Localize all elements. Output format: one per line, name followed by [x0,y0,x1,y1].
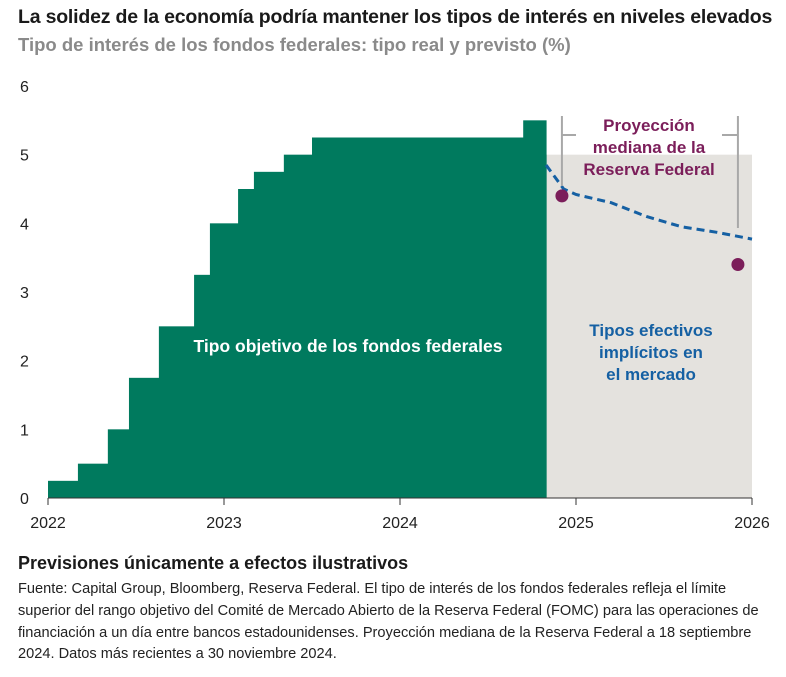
implied-rates-label: Tipos efectivos [589,321,712,340]
rate-step-bar [48,480,79,498]
projection-label: mediana de la [593,138,706,157]
chart-subtitle: Tipo de interés de los fondos federales:… [18,34,571,55]
fed-funds-label: Tipo objetivo de los fondos federales [194,336,503,356]
rate-step-bar [77,463,109,498]
forecast-region [546,154,752,498]
y-tick-label: 5 [20,148,29,165]
projection-dot [555,189,569,203]
rate-step-bar [194,274,211,498]
rate-step-bar [523,120,547,498]
x-tick-label: 2022 [30,515,66,532]
y-tick-label: 4 [20,216,29,233]
rate-step-bar [238,189,255,498]
source-note: Fuente: Capital Group, Bloomberg, Reserv… [18,581,759,663]
implied-rate-line [544,164,753,241]
x-tick-label: 2023 [206,515,242,532]
implied-rates-label: el mercado [606,365,696,384]
rate-step-bar [158,326,195,498]
y-tick-label: 1 [20,422,29,439]
projection-label: Reserva Federal [583,160,714,179]
y-tick-label: 6 [20,79,29,96]
chart-title: La solidez de la economía podría mantene… [18,6,773,28]
rate-step-bar [546,154,547,498]
rate-step-bar [283,154,313,498]
implied-rates-label: implícitos en [599,343,703,362]
rate-step-bar [312,137,524,498]
x-tick-label: 2025 [558,515,594,532]
rate-step-bar [128,377,160,498]
rate-step-bar [107,429,130,498]
projection-label: Proyección [603,116,695,135]
projection-dot [731,258,745,272]
y-tick-label: 2 [20,354,29,371]
y-tick-label: 0 [20,491,29,508]
rate-step-bar [253,171,285,499]
x-tick-label: 2024 [382,515,418,532]
y-tick-label: 3 [20,285,29,302]
rate-step-bar [209,223,239,499]
rate-chart: 2022 2023 2024 2025 2026 0 1 2 3 4 5 6 Tipo objetivo… [20,79,770,532]
x-tick-label: 2026 [734,515,770,532]
footer-heading: Previsiones únicamente a efectos ilustra… [18,553,409,573]
